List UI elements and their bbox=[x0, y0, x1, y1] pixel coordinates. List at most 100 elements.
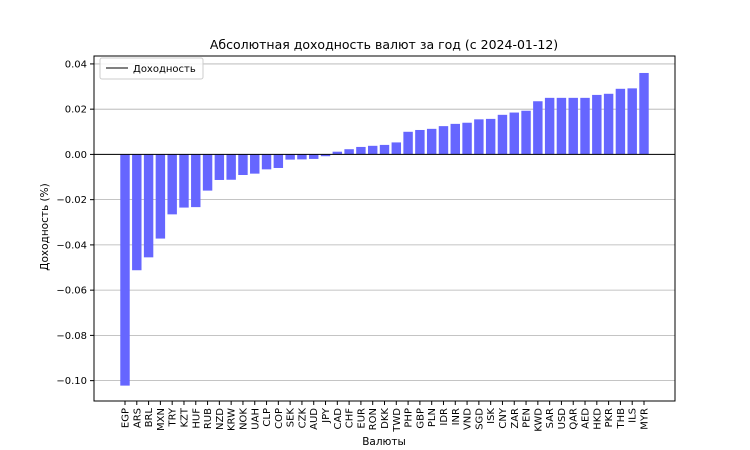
y-axis-label: Доходность (%) bbox=[39, 183, 51, 270]
bar bbox=[143, 154, 154, 258]
x-tick-label: TRY bbox=[168, 407, 179, 427]
x-tick-label: HKD bbox=[592, 408, 603, 430]
x-axis-ticks: EGP ARS BRL MXN TRY KZT HUF RUB NZD KRW NOK UAH CLP C… bbox=[121, 401, 651, 433]
y-tick-label: −0.04 bbox=[56, 240, 87, 251]
x-tick-label: CNY bbox=[498, 407, 509, 428]
y-axis-ticks: 0.04 0.02 0.00 −0.02 −0.04 −0.06 −0.08 −0.10 bbox=[56, 59, 94, 387]
x-tick-label: KRW bbox=[227, 408, 238, 431]
x-tick-label: JPY bbox=[321, 407, 332, 424]
bar bbox=[592, 94, 602, 155]
bar bbox=[191, 154, 201, 208]
x-tick-label: IDR bbox=[439, 408, 450, 426]
x-tick-label: CHF bbox=[345, 408, 356, 429]
bar bbox=[568, 97, 578, 155]
y-tick-label: −0.02 bbox=[56, 195, 87, 206]
bar bbox=[179, 154, 189, 208]
x-tick-label: TWD bbox=[392, 408, 403, 433]
x-tick-label: MXN bbox=[156, 408, 167, 431]
x-axis-label: Валюты bbox=[362, 436, 406, 448]
bar bbox=[379, 144, 390, 155]
bar bbox=[403, 131, 413, 155]
bar bbox=[120, 154, 130, 386]
x-tick-label: EGP bbox=[121, 408, 132, 428]
bar bbox=[273, 154, 284, 168]
x-tick-label: KZT bbox=[179, 407, 190, 427]
x-tick-label: MYR bbox=[640, 408, 651, 430]
x-tick-label: COP bbox=[274, 408, 285, 429]
bar bbox=[497, 114, 508, 155]
y-tick-label: 0.04 bbox=[65, 59, 87, 70]
x-tick-label: INR bbox=[451, 408, 462, 425]
x-tick-label: GBP bbox=[415, 408, 426, 429]
chart-title: Абсолютная доходность валют за год (с 20… bbox=[210, 37, 558, 52]
x-tick-label: DKK bbox=[380, 408, 391, 429]
bar bbox=[238, 154, 248, 175]
bar bbox=[250, 154, 260, 174]
x-tick-label: USD bbox=[557, 408, 568, 430]
bars-layer bbox=[120, 72, 649, 386]
bar bbox=[639, 72, 649, 155]
x-tick-label: PLN bbox=[427, 408, 438, 427]
bar bbox=[391, 142, 402, 155]
bar bbox=[297, 154, 307, 160]
x-tick-label: SEK bbox=[286, 408, 297, 428]
bar bbox=[426, 128, 437, 155]
x-tick-label: HUF bbox=[191, 408, 202, 429]
bar bbox=[544, 97, 555, 155]
x-tick-label: KWD bbox=[533, 408, 544, 432]
x-tick-label: AED bbox=[581, 408, 592, 429]
bar bbox=[214, 154, 225, 180]
x-tick-label: SAR bbox=[545, 408, 556, 428]
bar bbox=[344, 149, 354, 155]
bar bbox=[261, 154, 272, 170]
x-tick-label: ARS bbox=[132, 408, 143, 428]
bar bbox=[226, 154, 236, 180]
bar bbox=[132, 154, 142, 271]
bar bbox=[309, 154, 319, 159]
bar bbox=[320, 154, 331, 157]
bar bbox=[367, 145, 378, 155]
x-tick-label: VND bbox=[463, 408, 474, 430]
bar bbox=[167, 154, 177, 215]
bar bbox=[556, 97, 567, 155]
x-tick-label: UAH bbox=[250, 408, 261, 430]
bar bbox=[415, 129, 425, 155]
bar bbox=[580, 97, 590, 155]
x-tick-label: ISK bbox=[486, 408, 497, 424]
legend-entry: Доходность bbox=[133, 64, 196, 75]
y-tick-label: −0.10 bbox=[56, 376, 87, 387]
y-tick-label: 0.02 bbox=[65, 105, 87, 116]
x-tick-label: SGD bbox=[474, 408, 485, 430]
y-tick-label: 0.00 bbox=[65, 150, 87, 161]
x-tick-label: ILS bbox=[628, 408, 639, 423]
bar bbox=[521, 110, 531, 155]
x-tick-label: CZK bbox=[297, 408, 308, 429]
x-tick-label: ZAR bbox=[510, 408, 521, 429]
bar bbox=[285, 154, 295, 160]
bar bbox=[438, 126, 449, 155]
bar bbox=[332, 151, 343, 155]
legend: Доходность bbox=[99, 57, 204, 80]
legend-box bbox=[99, 57, 204, 80]
bar bbox=[485, 118, 496, 155]
bar bbox=[450, 123, 460, 155]
x-tick-label: NOK bbox=[238, 408, 249, 430]
bar bbox=[603, 93, 614, 155]
y-tick-label: −0.08 bbox=[56, 331, 87, 342]
x-tick-label: RON bbox=[368, 408, 379, 430]
bar bbox=[462, 122, 472, 155]
x-tick-label: RUB bbox=[203, 408, 214, 429]
bar bbox=[474, 119, 484, 155]
bar bbox=[509, 112, 519, 155]
x-tick-label: QAR bbox=[569, 408, 580, 430]
x-tick-label: AUD bbox=[309, 408, 320, 430]
bar bbox=[202, 154, 213, 191]
x-tick-label: NZD bbox=[215, 408, 226, 430]
y-tick-label: −0.06 bbox=[56, 286, 87, 297]
bar bbox=[356, 146, 366, 155]
x-tick-label: PEN bbox=[522, 408, 533, 428]
x-tick-label: CLP bbox=[262, 408, 273, 427]
bar bbox=[155, 154, 166, 239]
x-tick-label: PKR bbox=[604, 408, 615, 428]
